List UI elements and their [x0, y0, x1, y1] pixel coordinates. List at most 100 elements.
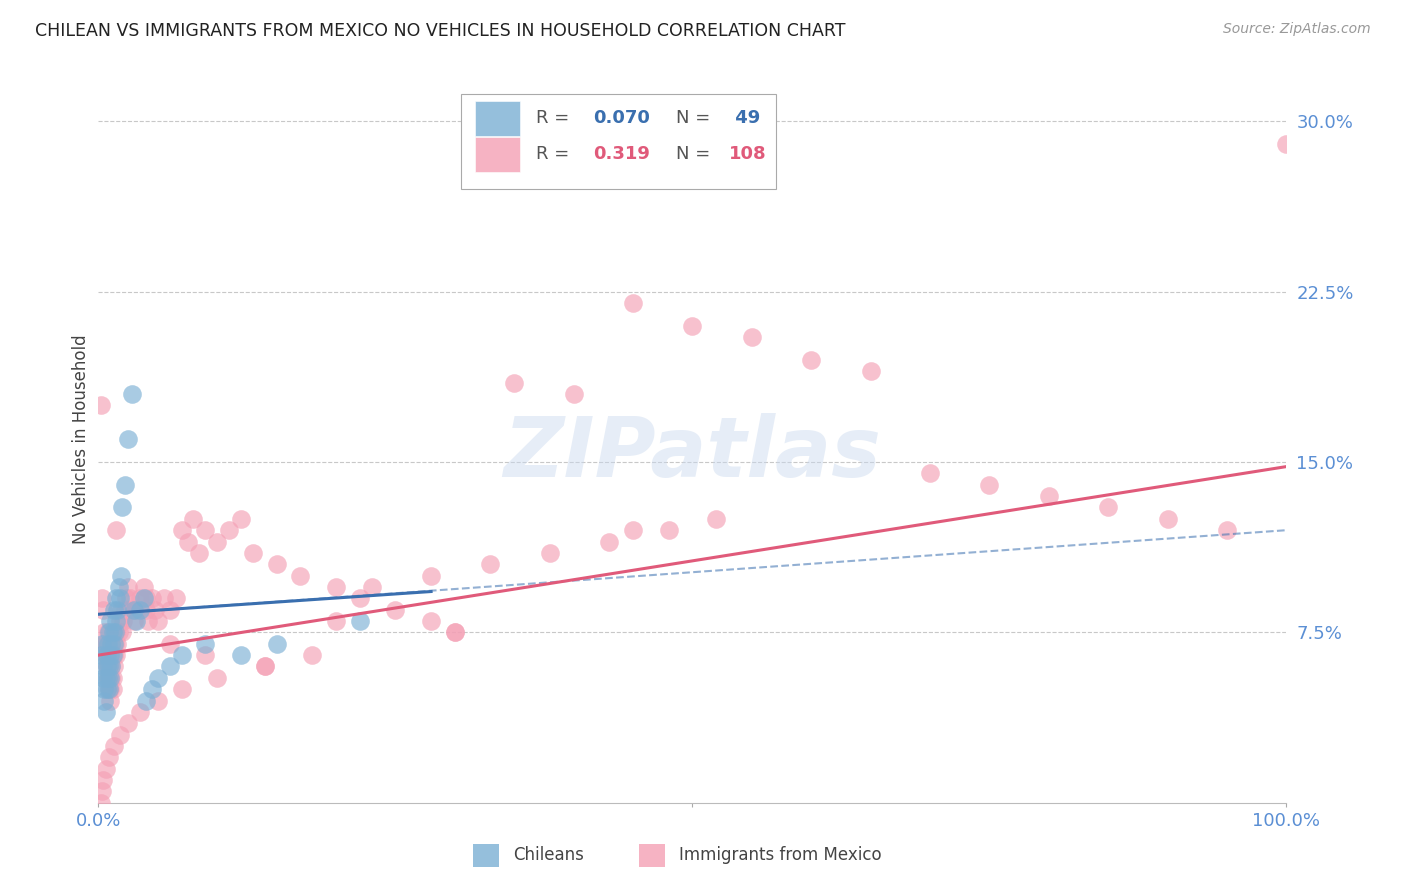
Point [562, 387, 585, 401]
Point [129, 603, 152, 617]
Point [114, 477, 136, 491]
Point [105, 523, 128, 537]
Point [176, 534, 198, 549]
Point [94, 671, 117, 685]
Point [253, 659, 276, 673]
Point [135, 693, 157, 707]
Point [97, 625, 120, 640]
Point [1216, 523, 1239, 537]
Point [91, 637, 114, 651]
Point [98, 625, 121, 640]
Point [136, 614, 159, 628]
Point [1097, 500, 1119, 515]
Point [146, 671, 169, 685]
Point [598, 534, 620, 549]
Point [98, 682, 121, 697]
Point [105, 625, 128, 640]
Point [117, 603, 139, 617]
Point [93, 625, 115, 640]
Point [159, 659, 181, 673]
Point [349, 591, 371, 606]
Point [741, 330, 763, 344]
Point [91, 773, 114, 788]
Point [104, 625, 127, 640]
Point [141, 682, 163, 697]
Bar [475, 102, 520, 136]
Point [360, 580, 382, 594]
Point [100, 659, 122, 673]
Point [420, 568, 443, 582]
Point [107, 603, 129, 617]
Point [1038, 489, 1060, 503]
Point [117, 716, 139, 731]
Point [658, 523, 681, 537]
Point [91, 671, 114, 685]
Bar [472, 844, 499, 867]
Point [110, 603, 132, 617]
Point [98, 671, 121, 685]
Point [120, 591, 142, 606]
Point [90, 398, 112, 412]
Bar [461, 94, 776, 188]
Point [135, 603, 157, 617]
Point [117, 580, 139, 594]
Point [621, 296, 644, 310]
Text: 49: 49 [730, 109, 761, 127]
Point [96, 659, 118, 673]
Point [114, 591, 136, 606]
Point [91, 659, 114, 673]
Point [122, 603, 145, 617]
Point [97, 671, 120, 685]
Point [96, 648, 118, 662]
Point [229, 512, 252, 526]
Text: R =: R = [536, 109, 575, 127]
Point [103, 659, 125, 673]
Point [194, 648, 217, 662]
Point [125, 614, 148, 628]
Point [194, 637, 217, 651]
Point [242, 546, 264, 560]
Point [152, 591, 174, 606]
Point [98, 682, 121, 697]
Point [621, 523, 644, 537]
Point [93, 693, 115, 707]
Point [170, 648, 193, 662]
Point [188, 546, 211, 560]
Point [920, 467, 942, 481]
Point [704, 512, 727, 526]
Point [121, 387, 143, 401]
Point [100, 671, 122, 685]
Text: R =: R = [536, 145, 575, 162]
Point [100, 637, 122, 651]
Point [105, 591, 128, 606]
Point [129, 591, 152, 606]
Text: 0.319: 0.319 [593, 145, 650, 162]
Point [93, 637, 115, 651]
Point [253, 659, 276, 673]
Text: 0.070: 0.070 [593, 109, 650, 127]
Point [98, 682, 121, 697]
Point [103, 739, 125, 753]
Point [111, 625, 134, 640]
Point [98, 659, 121, 673]
Point [218, 523, 240, 537]
Point [112, 614, 135, 628]
Point [97, 671, 120, 685]
Point [681, 318, 703, 333]
Point [479, 558, 502, 572]
Point [135, 591, 157, 606]
Point [145, 603, 167, 617]
Point [859, 364, 882, 378]
Text: ZIPatlas: ZIPatlas [503, 413, 882, 494]
Point [170, 682, 193, 697]
Point [94, 762, 117, 776]
Text: Chileans: Chileans [513, 847, 583, 864]
Point [97, 659, 120, 673]
Point [122, 614, 145, 628]
Point [90, 648, 112, 662]
Point [94, 705, 117, 719]
Point [800, 352, 823, 367]
Point [94, 637, 117, 651]
Point [121, 603, 143, 617]
Point [444, 625, 467, 640]
